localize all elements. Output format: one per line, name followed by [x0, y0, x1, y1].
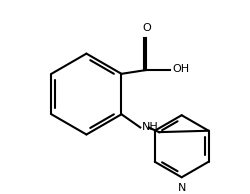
Text: O: O	[142, 23, 151, 33]
Text: OH: OH	[172, 64, 190, 74]
Text: NH: NH	[142, 122, 159, 133]
Text: N: N	[178, 183, 186, 193]
